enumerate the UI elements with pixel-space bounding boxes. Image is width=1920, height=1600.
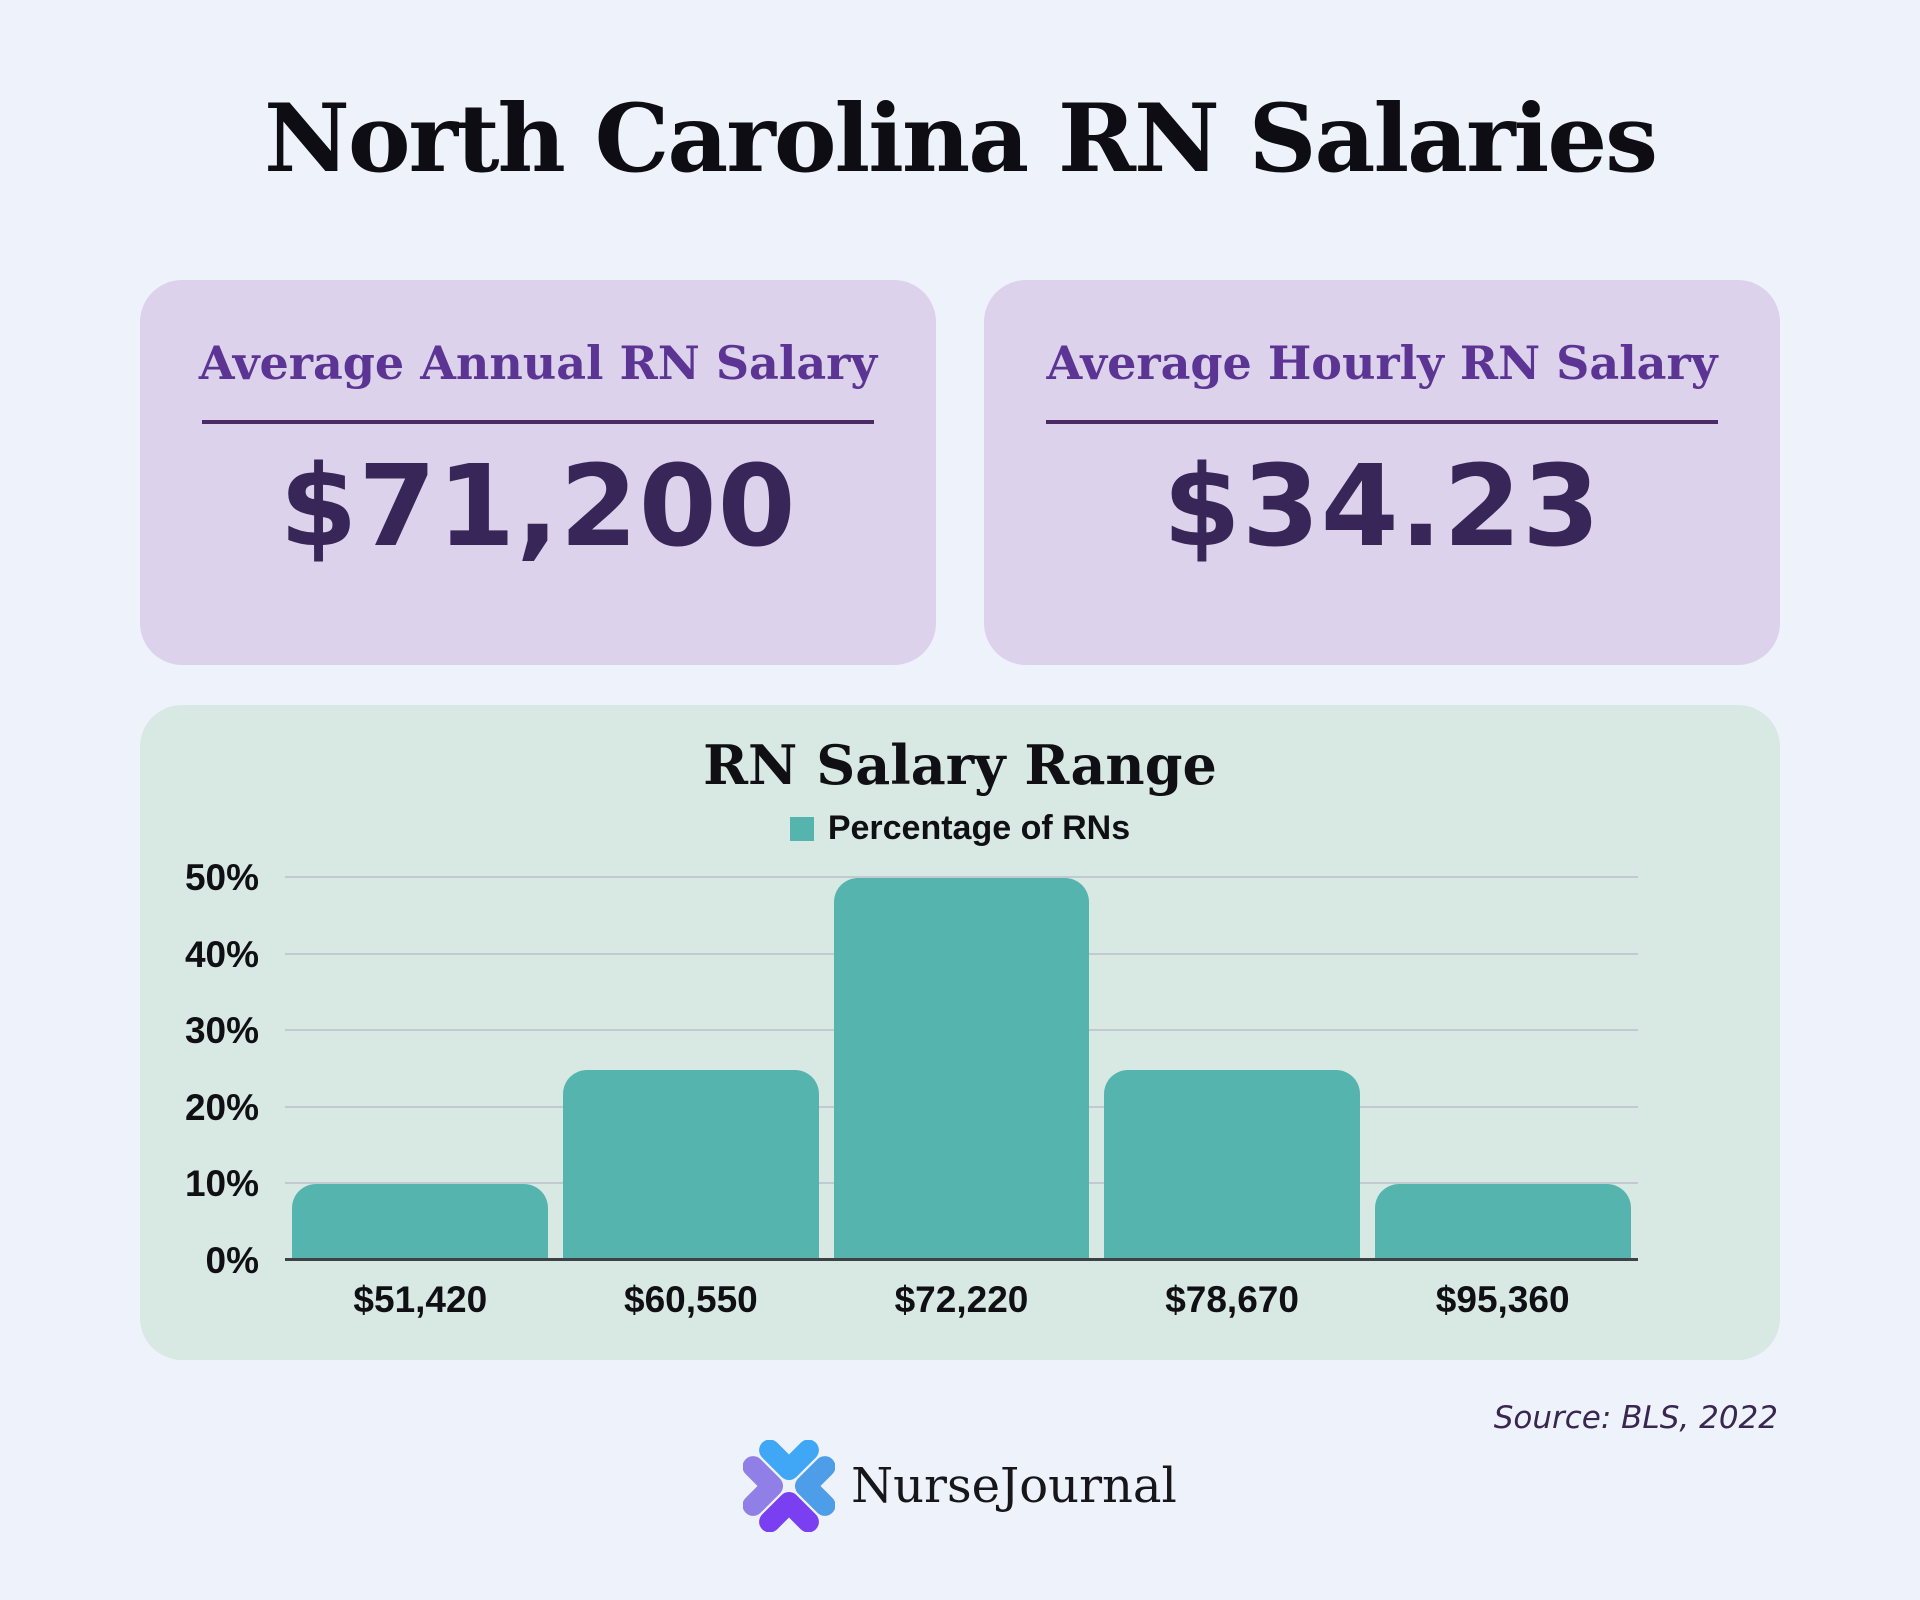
annual-salary-card: Average Annual RN Salary $71,200 <box>140 280 936 665</box>
chart-title: RN Salary Range <box>703 733 1217 797</box>
legend-label: Percentage of RNs <box>827 809 1131 847</box>
divider <box>202 420 874 424</box>
hourly-salary-value: $34.23 <box>1162 442 1602 572</box>
logo-petal-bottom <box>759 1491 820 1532</box>
page-title: North Carolina RN Salaries <box>263 84 1658 194</box>
annual-salary-label: Average Annual RN Salary <box>198 336 878 390</box>
annual-salary-value: $71,200 <box>279 442 797 572</box>
y-tick-label: 50% <box>184 857 259 898</box>
y-tick-label: 40% <box>184 933 259 975</box>
bars-row <box>285 878 1638 1261</box>
x-tick-label: $60,550 <box>624 1279 758 1320</box>
divider <box>1046 420 1718 424</box>
y-tick-label: 30% <box>184 1010 259 1052</box>
legend-swatch-icon <box>789 816 814 841</box>
nursejournal-logo-icon <box>743 1440 836 1532</box>
bar-$51,420 <box>292 1184 549 1261</box>
hourly-salary-card: Average Hourly RN Salary $34.23 <box>984 280 1780 665</box>
stat-cards-row: Average Annual RN Salary $71,200 Average… <box>140 280 1780 665</box>
salary-range-chart-card: RN Salary Range Percentage of RNs 0% 10% 2… <box>140 705 1780 1360</box>
x-axis-labels: $51,420 $60,550 $72,220 $78,670 $95,360 <box>285 1279 1638 1321</box>
x-tick-label: $78,670 <box>1165 1279 1299 1320</box>
logo-petal-right <box>795 1456 836 1516</box>
bar-slot <box>556 878 827 1261</box>
bar-slot <box>1367 878 1638 1261</box>
x-tick-label: $72,220 <box>894 1279 1029 1320</box>
chart-legend: Percentage of RNs <box>140 809 1780 848</box>
y-tick-label: 20% <box>184 1086 259 1128</box>
x-axis-line <box>285 1258 1638 1261</box>
bar-$72,220 <box>833 878 1090 1261</box>
bar-$78,670 <box>1104 1069 1360 1261</box>
bar-$95,360 <box>1374 1184 1631 1261</box>
bar-slot <box>826 878 1097 1261</box>
hourly-salary-label: Average Hourly RN Salary <box>1046 336 1718 390</box>
bar-slot <box>285 878 556 1261</box>
bar-slot <box>1097 878 1368 1261</box>
y-tick-label: 0% <box>205 1240 259 1281</box>
logo-petal-left <box>743 1456 784 1516</box>
logo-petal-top <box>759 1440 820 1481</box>
y-tick-label: 10% <box>184 1163 259 1205</box>
brand-name: NurseJournal <box>851 1458 1177 1514</box>
gridline <box>285 876 1638 878</box>
plot-area: 0% 10% 20% 30% 40% 50% <box>185 857 1638 1281</box>
brand-footer: NurseJournal <box>0 1440 1920 1532</box>
bar-$60,550 <box>563 1069 819 1261</box>
x-tick-label: $51,420 <box>353 1279 488 1320</box>
x-tick-label: $95,360 <box>1435 1279 1570 1320</box>
source-note: Source: BLS, 2022 <box>1493 1400 1778 1436</box>
